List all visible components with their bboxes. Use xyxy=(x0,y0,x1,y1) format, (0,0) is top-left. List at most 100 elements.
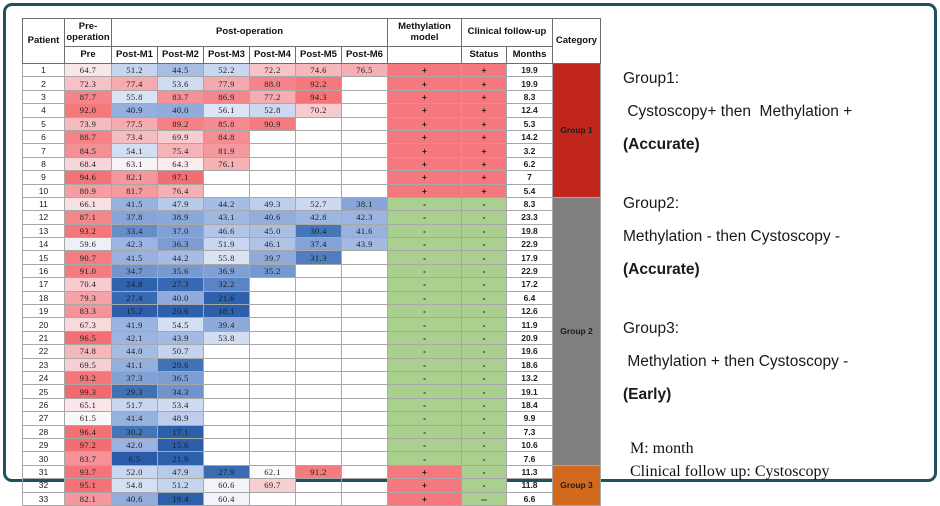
value-cell-post-m3 xyxy=(203,170,250,185)
value-cell-post-m5 xyxy=(295,451,342,466)
legend-panel: Group1: Cystoscopy+ then Methylation + (… xyxy=(623,62,935,483)
value-cell-post-m1: 41.4 xyxy=(111,411,158,426)
table-row: 30 83.7 6.5 21.9- -7.6 xyxy=(22,451,601,466)
value-cell-post-m4 xyxy=(249,411,296,426)
value-cell-post-m6 xyxy=(341,156,388,172)
methylation-cell: + xyxy=(387,89,462,105)
patient-cell: 10 xyxy=(22,183,65,198)
value-cell-post-m6 xyxy=(341,437,388,453)
methylation-cell: + xyxy=(387,62,462,78)
value-cell-post-m5: 30.4 xyxy=(295,223,342,239)
col-subheader-post-m3: Post-M3 xyxy=(203,46,250,64)
value-cell-post-m5 xyxy=(295,424,342,439)
patient-cell: 31 xyxy=(22,464,65,480)
months-cell: 8.3 xyxy=(506,89,553,105)
patient-cell: 33 xyxy=(22,491,65,506)
methylation-cell: + xyxy=(387,103,462,118)
value-cell-post-m4 xyxy=(249,129,296,145)
value-cell-post-m4: 72.2 xyxy=(249,62,296,78)
patient-methylation-table: Patient Pre-operation Post-operation Met… xyxy=(22,18,601,506)
note-month: M: month xyxy=(630,440,694,457)
value-cell-post-m3 xyxy=(203,451,250,466)
patient-table-wrap: Patient Pre-operation Post-operation Met… xyxy=(22,18,601,506)
col-header-post-operation: Post-operation xyxy=(111,18,388,47)
months-cell: 22.9 xyxy=(506,237,553,252)
col-subheader-pre: Pre xyxy=(64,46,112,64)
value-cell-post-m4 xyxy=(249,156,296,172)
legend-group2: Group2: Methylation - then Cystoscopy - … xyxy=(623,187,935,286)
value-cell-post-m1: 24.8 xyxy=(111,277,158,292)
value-cell-post-m4: 69.7 xyxy=(249,478,296,493)
methylation-cell: - xyxy=(387,370,462,386)
legend-group3-verdict: (Early) xyxy=(623,386,672,403)
value-cell-post-m2: 44.5 xyxy=(157,62,204,78)
status-cell: - xyxy=(461,290,507,306)
value-cell-post-m1: 77.5 xyxy=(111,116,158,131)
value-cell-post-m2: 27.3 xyxy=(157,277,204,292)
value-cell-post-m2: 64.3 xyxy=(157,156,204,172)
value-cell-post-m2: 38.9 xyxy=(157,210,204,225)
methylation-cell: + xyxy=(387,170,462,185)
table-row: 16 91.0 34.7 35.6 36.9 35.2- -22.9 xyxy=(22,263,601,279)
legend-group2-rule: Methylation - then Cystoscopy - xyxy=(623,228,841,245)
patient-cell: 25 xyxy=(22,384,65,399)
value-cell-post-m6: 38.1 xyxy=(341,196,388,212)
legend-group3-rule: Methylation + then Cystoscopy - xyxy=(623,353,849,370)
months-cell: 11.8 xyxy=(506,478,553,493)
value-cell-post-m5 xyxy=(295,156,342,172)
value-cell-post-m1: 30.2 xyxy=(111,424,158,439)
value-cell-post-m2: 47.9 xyxy=(157,464,204,480)
status-cell: - xyxy=(461,196,507,212)
value-cell-post-m6 xyxy=(341,397,388,413)
status-cell: - xyxy=(461,437,507,453)
value-cell-pre: 93.7 xyxy=(64,464,112,480)
methylation-cell: + xyxy=(387,156,462,172)
value-cell-post-m5 xyxy=(295,357,342,372)
value-cell-pre: 91.0 xyxy=(64,263,112,279)
value-cell-post-m1: 41.1 xyxy=(111,357,158,372)
months-cell: 19.9 xyxy=(506,76,553,91)
methylation-cell: - xyxy=(387,223,462,239)
table-row: 11 66.1 41.5 47.9 44.2 49.3 52.7 38.1- -8.3 Group… xyxy=(22,196,601,466)
value-cell-post-m5 xyxy=(295,330,342,346)
value-cell-post-m2: 83.7 xyxy=(157,89,204,105)
months-cell: 19.6 xyxy=(506,344,553,359)
value-cell-post-m6 xyxy=(341,344,388,359)
note-clinical-follow-up: Clinical follow up: Cystoscopy xyxy=(630,463,830,480)
methylation-cell: + xyxy=(387,129,462,145)
months-cell: 17.2 xyxy=(506,277,553,292)
status-cell: + xyxy=(461,103,507,118)
value-cell-post-m3: 43.1 xyxy=(203,210,250,225)
months-cell: 7.3 xyxy=(506,424,553,439)
value-cell-post-m6 xyxy=(341,89,388,105)
value-cell-post-m1: 51.7 xyxy=(111,397,158,413)
status-cell: - xyxy=(461,317,507,332)
value-cell-post-m3: 36.9 xyxy=(203,263,250,279)
value-cell-pre: 87.1 xyxy=(64,210,112,225)
methylation-cell: - xyxy=(387,277,462,292)
methylation-cell: - xyxy=(387,317,462,332)
value-cell-post-m1: 15.2 xyxy=(111,304,158,319)
value-cell-pre: 70.4 xyxy=(64,277,112,292)
value-cell-post-m5 xyxy=(295,304,342,319)
table-row: 32 95.1 54.8 51.2 60.6 69.7 + -11.8 xyxy=(22,478,601,493)
value-cell-post-m5 xyxy=(295,437,342,453)
col-header-methylation-model: Methylation model xyxy=(387,18,462,47)
methylation-cell: - xyxy=(387,263,462,279)
methylation-cell: - xyxy=(387,397,462,413)
methylation-cell: + xyxy=(387,183,462,198)
table-row: 25 99.3 29.3 34.3- -19.1 xyxy=(22,384,601,399)
value-cell-post-m4: 46.1 xyxy=(249,237,296,252)
value-cell-post-m4 xyxy=(249,370,296,386)
value-cell-post-m1: 40.6 xyxy=(111,491,158,506)
status-cell: + xyxy=(461,170,507,185)
months-cell: 23.3 xyxy=(506,210,553,225)
col-header-clinical-follow-up: Clinical follow-up xyxy=(461,18,553,47)
status-cell: - xyxy=(461,330,507,346)
value-cell-post-m2: 50.7 xyxy=(157,344,204,359)
value-cell-post-m3 xyxy=(203,344,250,359)
value-cell-post-m2: 19.4 xyxy=(157,491,204,506)
value-cell-post-m4 xyxy=(249,183,296,198)
patient-cell: 14 xyxy=(22,237,65,252)
months-cell: 20.9 xyxy=(506,330,553,346)
